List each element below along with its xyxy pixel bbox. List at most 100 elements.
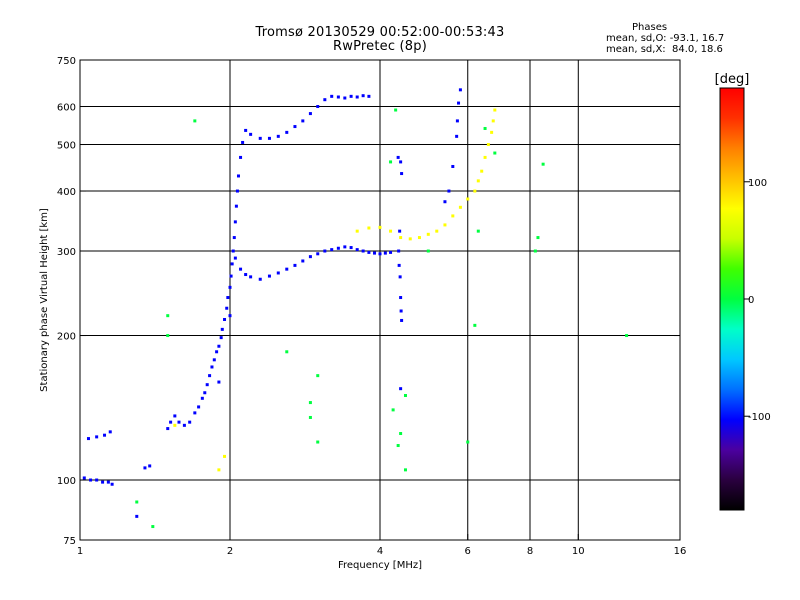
- data-point: [258, 277, 262, 281]
- data-point: [396, 155, 400, 159]
- data-point: [232, 236, 236, 240]
- data-point: [285, 350, 289, 354]
- data-point: [490, 130, 494, 134]
- data-point: [491, 119, 495, 123]
- data-point: [244, 273, 248, 277]
- data-point: [536, 236, 540, 240]
- data-point: [182, 423, 186, 427]
- colorbar: [719, 87, 745, 511]
- colorbar-ticks: -100 0 100: [744, 178, 771, 423]
- data-point: [426, 249, 430, 253]
- data-point: [228, 285, 232, 289]
- data-point: [399, 387, 403, 391]
- data-point: [267, 136, 271, 140]
- data-point: [166, 427, 170, 431]
- data-point: [276, 271, 280, 275]
- data-point: [225, 306, 229, 310]
- data-point: [89, 478, 93, 482]
- data-point: [106, 480, 110, 484]
- data-point: [188, 420, 192, 424]
- data-point: [391, 408, 395, 412]
- data-point: [293, 125, 297, 129]
- data-point: [135, 500, 139, 504]
- data-point: [223, 317, 227, 321]
- data-point: [426, 232, 430, 236]
- data-point: [397, 249, 401, 253]
- y-tick-label: 100: [57, 476, 76, 487]
- data-point: [451, 164, 455, 168]
- data-point: [308, 255, 312, 259]
- y-tick-label: 600: [57, 103, 76, 114]
- data-point: [212, 358, 216, 362]
- data-point: [367, 226, 371, 230]
- data-point: [308, 415, 312, 419]
- data-point: [231, 249, 235, 253]
- y-tick-label: 300: [57, 247, 76, 258]
- data-point: [217, 468, 221, 472]
- data-point: [396, 444, 400, 448]
- x-tick-label: 16: [674, 546, 687, 557]
- data-point: [541, 162, 545, 166]
- data-point: [169, 420, 173, 424]
- colorbar-label: [deg]: [715, 72, 750, 87]
- x-axis-label: Frequency [MHz]: [338, 560, 422, 571]
- data-point: [323, 249, 327, 253]
- data-point: [235, 189, 239, 193]
- data-point: [480, 169, 484, 173]
- data-point: [95, 435, 99, 439]
- data-point: [103, 433, 107, 437]
- data-point: [233, 220, 237, 224]
- data-point: [86, 437, 90, 441]
- data-point: [466, 197, 470, 201]
- data-point: [399, 296, 403, 300]
- data-point: [173, 414, 177, 418]
- colorbar-tick-label: 0: [748, 295, 754, 306]
- data-point: [486, 143, 490, 147]
- data-point: [210, 365, 214, 369]
- data-point: [399, 236, 403, 240]
- y-axis-ticks: 75 100 200 300 400 500 600 750: [57, 56, 680, 547]
- x-tick-label: 6: [465, 546, 471, 557]
- data-point: [110, 482, 114, 486]
- data-point: [205, 383, 209, 387]
- data-point: [226, 296, 230, 300]
- data-point: [403, 468, 407, 472]
- data-point: [148, 464, 152, 468]
- data-point: [355, 248, 359, 252]
- phase-stats-x-mode: mean, sd,X: 84.0, 18.6: [606, 44, 723, 55]
- data-point: [361, 249, 365, 253]
- data-point: [285, 267, 289, 271]
- data-point: [493, 108, 497, 112]
- phase-stats-o-mode: mean, sd,O: -93.1, 16.7: [606, 33, 725, 44]
- data-point: [316, 374, 320, 378]
- data-point: [267, 274, 271, 278]
- data-point: [378, 252, 382, 256]
- data-point: [193, 119, 197, 123]
- data-point: [200, 396, 204, 400]
- data-point: [533, 249, 537, 253]
- data-point: [417, 236, 421, 240]
- y-axis-label: Stationary phase Virtual Height [km]: [39, 208, 50, 392]
- y-tick-label: 200: [57, 332, 76, 343]
- data-point: [301, 259, 305, 263]
- data-point: [443, 200, 447, 204]
- data-point: [435, 229, 439, 233]
- data-point: [383, 251, 387, 255]
- grid-lines: [80, 60, 680, 540]
- data-point: [399, 432, 403, 436]
- data-point: [458, 88, 462, 92]
- y-tick-label: 500: [57, 141, 76, 152]
- data-point: [400, 318, 404, 322]
- data-point: [193, 411, 197, 415]
- data-point: [447, 189, 451, 193]
- data-point: [228, 314, 232, 318]
- data-point: [343, 96, 347, 100]
- data-point: [361, 94, 365, 98]
- data-point: [239, 267, 243, 271]
- data-point: [249, 132, 253, 136]
- data-point: [443, 223, 447, 227]
- data-point: [258, 136, 262, 140]
- data-point: [455, 134, 459, 138]
- x-tick-label: 2: [227, 546, 233, 557]
- data-point: [316, 440, 320, 444]
